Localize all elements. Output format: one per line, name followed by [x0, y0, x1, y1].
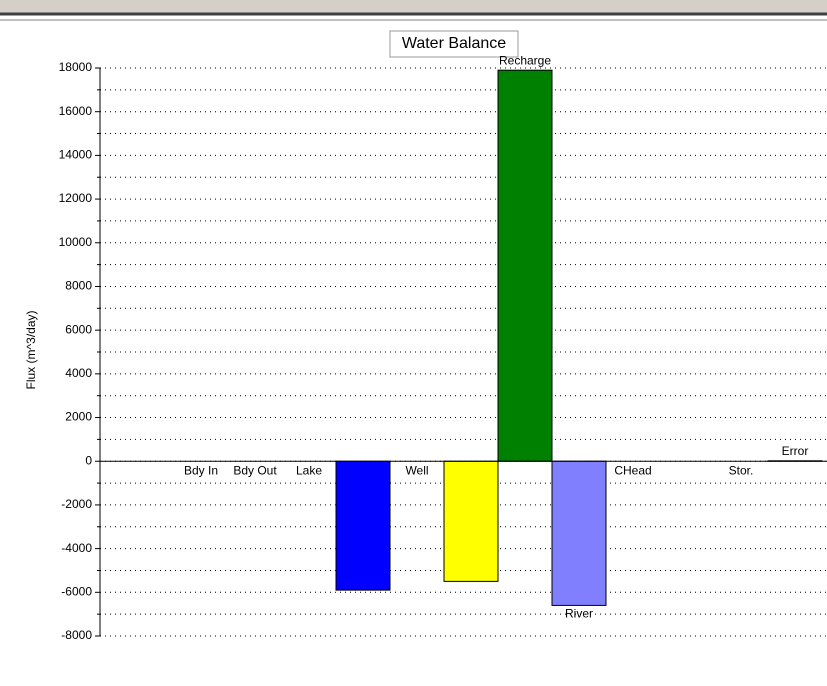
y-tick-label: 10000: [59, 235, 93, 249]
bar-label: Error: [782, 444, 809, 458]
bar-label: Well: [405, 463, 428, 477]
bar-label: Stor.: [729, 463, 754, 477]
y-tick-label: 18000: [59, 60, 93, 74]
y-tick-label: 2000: [65, 410, 92, 424]
bar-label: CHead: [614, 463, 651, 477]
title-box: [389, 30, 519, 58]
bar: [335, 460, 391, 591]
bar: [443, 460, 499, 582]
bar-label: Lake: [296, 463, 322, 477]
y-tick-label: 14000: [59, 148, 93, 162]
y-tick-label: -8000: [61, 628, 92, 642]
y-tick-label: -4000: [61, 541, 92, 555]
bar-label: Recharge: [499, 53, 551, 67]
bar-label: Bdy In: [184, 463, 218, 477]
chart-title: Water Balance: [402, 35, 506, 52]
y-tick-label: 16000: [59, 104, 93, 118]
window-strip: [0, 0, 827, 14]
bar: [551, 460, 607, 606]
y-tick-label: 0: [85, 453, 92, 467]
bar-label: River: [565, 607, 593, 621]
y-tick-label: -2000: [61, 497, 92, 511]
y-axis-label: Flux (m^3/day): [24, 311, 38, 390]
y-tick-label: 12000: [59, 191, 93, 205]
y-tick-label: 4000: [65, 366, 92, 380]
y-tick-label: 8000: [65, 279, 92, 293]
bar: [497, 69, 553, 462]
bar-label: Bdy Out: [233, 463, 277, 477]
y-tick-label: -6000: [61, 584, 92, 598]
y-tick-label: 6000: [65, 322, 92, 336]
